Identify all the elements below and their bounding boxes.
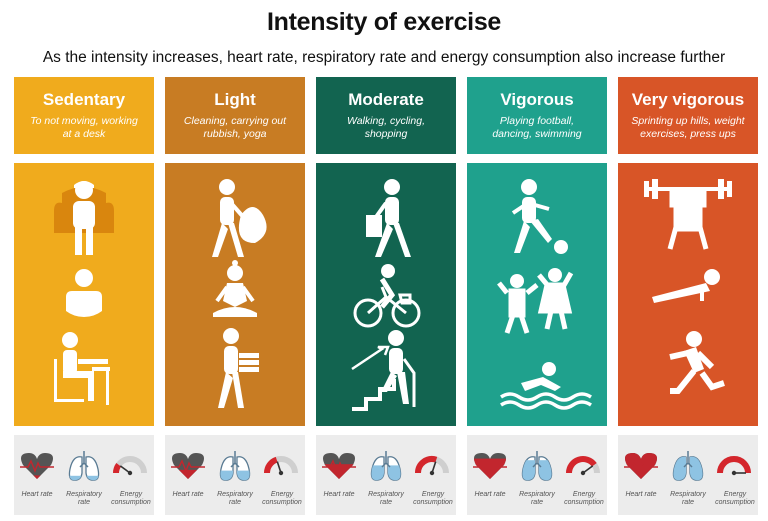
respiratory-rate-label: Respiratory rate (217, 491, 253, 506)
respiratory-rate-label: Respiratory rate (670, 491, 706, 506)
level-indicators-2: Heart rate Respiratory rate Energy consu… (316, 435, 456, 515)
person-on-armchair-icon (54, 181, 114, 255)
lungs-icon (68, 451, 100, 481)
energy-gauge-icon (264, 456, 298, 476)
level-illustrations-2 (316, 163, 456, 426)
level-indicators-4: Heart rate Respiratory rate Energy consu… (618, 435, 758, 515)
person-press-up-icon (652, 269, 720, 303)
level-name: Moderate (348, 90, 424, 109)
level-illustrations-3 (467, 163, 607, 426)
lungs-icon (370, 451, 402, 481)
level-illustrations-4 (618, 163, 758, 426)
energy-gauge-icon (415, 456, 449, 476)
respiratory-rate-label: Respiratory rate (368, 491, 404, 506)
level-indicators-3: Heart rate Respiratory rate Energy consu… (467, 435, 607, 515)
person-cycling-icon (353, 264, 421, 328)
level-name: Light (214, 90, 256, 109)
level-description: Sprinting up hills, weight exercises, pr… (631, 115, 745, 140)
person-walking-with-bag-icon (366, 179, 411, 257)
level-indicators-0: Heart rate Respiratory rate Energy consu… (14, 435, 154, 515)
heart-rate-label: Heart rate (474, 491, 506, 498)
level-illustrations-1 (165, 163, 305, 426)
energy-consumption-label: Energy consumption (413, 491, 453, 506)
level-header-3: Vigorous Playing football, dancing, swim… (467, 77, 607, 154)
level-header-4: Very vigorous Sprinting up hills, weight… (618, 77, 758, 154)
level-illustrations-0 (14, 163, 154, 426)
heart-rate-label: Heart rate (172, 491, 204, 498)
respiratory-rate-label: Respiratory rate (519, 491, 555, 506)
level-name: Vigorous (500, 90, 574, 109)
level-header-1: Light Cleaning, carrying out rubbish, yo… (165, 77, 305, 154)
heart-rate-icon (473, 453, 507, 479)
page-subtitle: As the intensity increases, heart rate, … (42, 49, 726, 66)
heart-rate-icon (20, 453, 54, 479)
energy-consumption-label: Energy consumption (111, 491, 151, 506)
person-climbing-stairs-icon (351, 330, 416, 411)
lungs-icon (521, 451, 553, 481)
level-description: Walking, cycling, shopping (346, 115, 425, 140)
energy-consumption-label: Energy consumption (262, 491, 302, 506)
energy-gauge-icon (717, 456, 751, 476)
level-name: Very vigorous (631, 90, 745, 109)
heart-rate-icon (322, 453, 356, 479)
heart-rate-label: Heart rate (21, 491, 53, 498)
lungs-icon (672, 451, 704, 481)
lungs-icon (219, 451, 251, 481)
person-swimming-icon (500, 362, 592, 410)
person-at-desk-icon (54, 332, 110, 405)
heart-rate-icon (171, 453, 205, 479)
heart-rate-label: Heart rate (625, 491, 657, 498)
person-playing-football-icon (511, 179, 568, 254)
person-yoga-icon (213, 260, 257, 317)
person-sprinting-icon (669, 331, 725, 394)
person-weightlifting-icon (644, 179, 732, 250)
level-description: To not moving, working at a desk (30, 115, 138, 140)
energy-consumption-label: Energy consumption (564, 491, 604, 506)
respiratory-rate-label: Respiratory rate (66, 491, 102, 506)
level-name: Sedentary (42, 90, 126, 109)
level-header-2: Moderate Walking, cycling, shopping (316, 77, 456, 154)
heart-rate-label: Heart rate (323, 491, 355, 498)
energy-consumption-label: Energy consumption (715, 491, 755, 506)
person-sitting-icon (66, 269, 102, 317)
person-carrying-rubbish-bag-icon (212, 179, 267, 257)
level-header-0: Sedentary To not moving, working at a de… (14, 77, 154, 154)
people-dancing-icon (497, 268, 574, 334)
heart-rate-icon (624, 453, 658, 479)
level-indicators-1: Heart rate Respiratory rate Energy consu… (165, 435, 305, 515)
level-description: Playing football, dancing, swimming (492, 115, 582, 140)
page-title: Intensity of exercise (266, 8, 502, 36)
level-description: Cleaning, carrying out rubbish, yoga (183, 115, 287, 140)
energy-gauge-icon (113, 456, 147, 476)
energy-gauge-icon (566, 456, 600, 476)
person-carrying-boxes-icon (218, 328, 259, 408)
